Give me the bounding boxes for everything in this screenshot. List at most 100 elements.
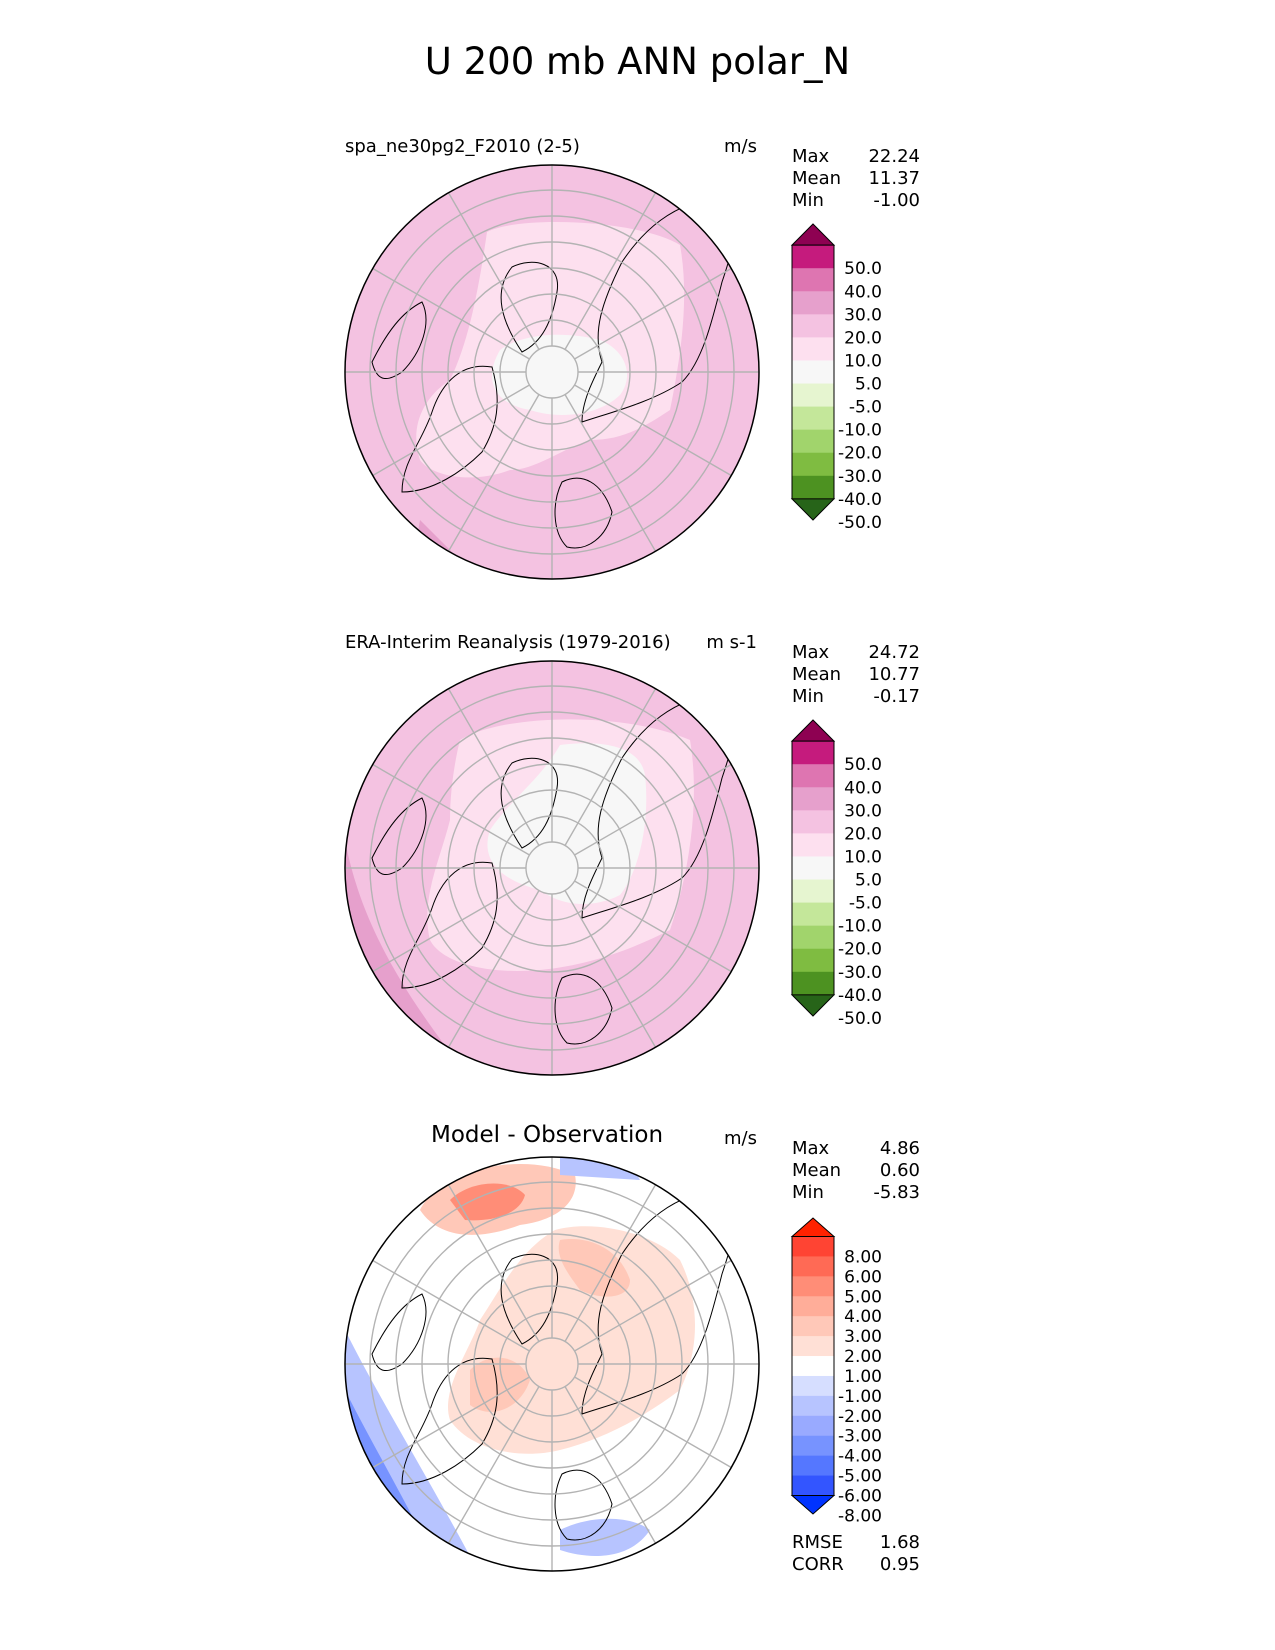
colorbar-reference-segment-8 [792, 902, 834, 927]
colorbar-reference-segment-1 [792, 741, 834, 765]
colorbar-difference-segment-4 [792, 1296, 834, 1317]
colorbar-difference-segment-3 [792, 1276, 834, 1297]
map-difference-pos-nw-core [450, 1183, 525, 1221]
colorbar-reference-tick-8: -10.0 [838, 917, 882, 937]
colorbar-reference-tick-4: 20.0 [844, 824, 882, 844]
colorbar-reference-tick-12: -50.0 [838, 1009, 882, 1029]
map-test-meridian-5 [447, 394, 540, 552]
colorbar-test-segment-5 [792, 337, 834, 361]
colorbar-test-segment-7 [792, 383, 834, 408]
colorbar-difference-tick-7: 1.00 [844, 1367, 882, 1387]
colorbar-reference-top-arrow [790, 719, 836, 742]
colorbar-difference-tick-1: 8.00 [844, 1247, 882, 1267]
panel3-min-label: Min [792, 1182, 824, 1203]
colorbar-test-tick-8: -10.0 [838, 421, 882, 441]
colorbar-difference-bottom-arrow [790, 1495, 836, 1515]
colorbar-test-segment-6 [792, 360, 834, 385]
map-test-land-outline-5 [371, 301, 427, 380]
map-difference-meridian-5 [447, 1386, 540, 1544]
panel1-max-label: Max [792, 146, 830, 167]
colorbar-difference-segment-6 [792, 1336, 834, 1357]
map-reference-meridian-3 [564, 890, 657, 1048]
colorbar-reference-frame [791, 740, 835, 996]
map-difference-land-outline-1 [500, 1253, 558, 1345]
colorbar-difference-segment-8 [792, 1375, 834, 1397]
panel2-max-value: 24.72 [868, 642, 920, 663]
colorbar-test-tick-11: -40.0 [838, 490, 882, 510]
colorbar-reference-tick-1: 50.0 [844, 755, 882, 775]
colorbar-test-segment-10 [792, 452, 834, 477]
panel3-max-value: 4.86 [879, 1138, 920, 1159]
colorbar-reference-bottom-arrow [790, 994, 836, 1017]
colorbar-difference-top-arrow [790, 1217, 836, 1237]
colorbar-test: 50.0 40.0 30.0 20.0 10.0 5.0 -5.0 -10.0 -20.0 -30… [790, 223, 882, 533]
colorbar-difference-tick-3: 5.00 [844, 1287, 882, 1307]
map-reference-meridian-5 [447, 890, 540, 1048]
colorbar-test-segment-3 [792, 291, 834, 315]
panel1-mean-label: Mean [792, 168, 842, 189]
colorbar-difference-segment-12 [792, 1455, 834, 1477]
map-difference-meridian-9 [447, 1184, 540, 1342]
map-difference-land-outline-4 [554, 1469, 613, 1541]
panel2-units: m s-1 [706, 632, 757, 653]
panel3-rmse-value: 1.68 [879, 1532, 920, 1553]
colorbar-difference-tick-13: -6.00 [838, 1487, 882, 1507]
colorbar-difference-segment-2 [792, 1256, 834, 1277]
panel2-min-value: -0.17 [873, 686, 920, 707]
map-difference-meridian-8 [372, 1259, 530, 1352]
panel3-min-value: -5.83 [873, 1182, 920, 1203]
colorbar-difference: 8.006.005.004.003.002.001.00-1.00-2.00-3… [790, 1217, 882, 1526]
colorbar-difference-tick-8: -1.00 [838, 1387, 882, 1407]
colorbar-test-tick-2: 40.0 [844, 282, 882, 302]
panel3-units: m/s [724, 1128, 757, 1149]
panel1-units: m/s [724, 136, 757, 157]
map-reference-border [344, 660, 760, 1076]
map-reference-overlay [345, 661, 759, 1075]
colorbar-test-segment-4 [792, 314, 834, 338]
map-difference-land-outline-5 [371, 1293, 427, 1372]
colorbar-difference-frame [791, 1236, 835, 1496]
colorbar-difference-tick-4: 4.00 [844, 1307, 882, 1327]
colorbar-reference-segment-10 [792, 948, 834, 973]
colorbar-reference-segment-3 [792, 787, 834, 811]
colorbar-difference-tick-12: -5.00 [838, 1467, 882, 1487]
panel3-title: Model - Observation [431, 1122, 664, 1148]
map-reference-meridian-12 [574, 763, 732, 856]
colorbar-test-segment-9 [792, 429, 834, 454]
map-test-meridian-11 [564, 192, 657, 350]
colorbar-test-tick-9: -20.0 [838, 444, 882, 464]
map-test-land-outline-2 [401, 365, 498, 493]
colorbar-reference-tick-9: -20.0 [838, 940, 882, 960]
map-reference-land-outline-1 [500, 757, 558, 849]
colorbar-test-tick-6: 5.0 [855, 375, 882, 395]
colorbar-reference-segment-2 [792, 764, 834, 788]
panel2-mean-value: 10.77 [868, 664, 920, 685]
colorbar-difference-tick-5: 3.00 [844, 1327, 882, 1347]
colorbar-test-tick-12: -50.0 [838, 513, 882, 533]
colorbar-difference-tick-14: -8.00 [838, 1506, 882, 1526]
colorbar-reference-tick-3: 30.0 [844, 801, 882, 821]
map-test-meridian-9 [447, 192, 540, 350]
map-difference-neg-north [560, 1157, 640, 1180]
panel2-min-label: Min [792, 686, 824, 707]
map-reference-land-outline-4 [554, 973, 613, 1045]
panel3-corr-value: 0.95 [879, 1554, 920, 1575]
panel2-title: ERA-Interim Reanalysis (1979-2016) [345, 632, 671, 653]
colorbar-reference-segment-4 [792, 810, 834, 834]
colorbar-reference-tick-11: -40.0 [838, 986, 882, 1006]
colorbar-reference-segment-5 [792, 833, 834, 857]
map-reference-meridian-9 [447, 688, 540, 846]
colorbar-difference-segment-5 [792, 1316, 834, 1337]
colorbar-reference-tick-6: 5.0 [855, 871, 882, 891]
colorbar-test-tick-1: 50.0 [844, 259, 882, 279]
colorbar-reference-segment-9 [792, 925, 834, 950]
panel1-min-label: Min [792, 190, 824, 211]
panel3-max-label: Max [792, 1138, 830, 1159]
map-test-meridian-12 [574, 267, 732, 360]
panel2-max-label: Max [792, 642, 830, 663]
colorbar-reference-segment-6 [792, 856, 834, 881]
map-reference-region-near-zero [487, 743, 647, 905]
map-difference-land-outline-2 [401, 1357, 498, 1485]
colorbar-difference-tick-11: -4.00 [838, 1447, 882, 1467]
